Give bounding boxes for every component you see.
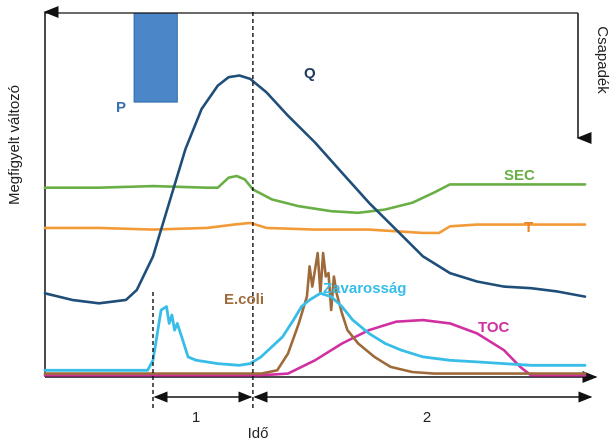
period-group [152, 12, 593, 410]
precipitation-label: P [116, 99, 126, 116]
series-line-zavaross-g [43, 291, 587, 372]
ecoli-series-label: E.coli [224, 291, 264, 308]
y-axis-label: Megfigyelt változó [6, 85, 23, 205]
x-axis-label: Idő [248, 425, 269, 440]
q-series-label: Q [304, 65, 316, 82]
series-line-q [43, 74, 587, 305]
t-series-label: T [524, 219, 533, 236]
period-1-label: 1 [192, 409, 200, 426]
series-group [43, 74, 587, 377]
y2-axis-label: Csapadék [594, 26, 611, 94]
precipitation-group [133, 12, 178, 103]
series-line-t [43, 221, 587, 235]
sec-series-label: SEC [504, 167, 535, 184]
series-line-e-coli [43, 251, 587, 375]
period-2-label: 2 [423, 409, 431, 426]
series-line-sec [43, 174, 587, 215]
zavarossag-series-label: Zavarosság [323, 280, 406, 297]
precipitation-bar [133, 12, 178, 103]
toc-series-label: TOC [478, 319, 510, 336]
